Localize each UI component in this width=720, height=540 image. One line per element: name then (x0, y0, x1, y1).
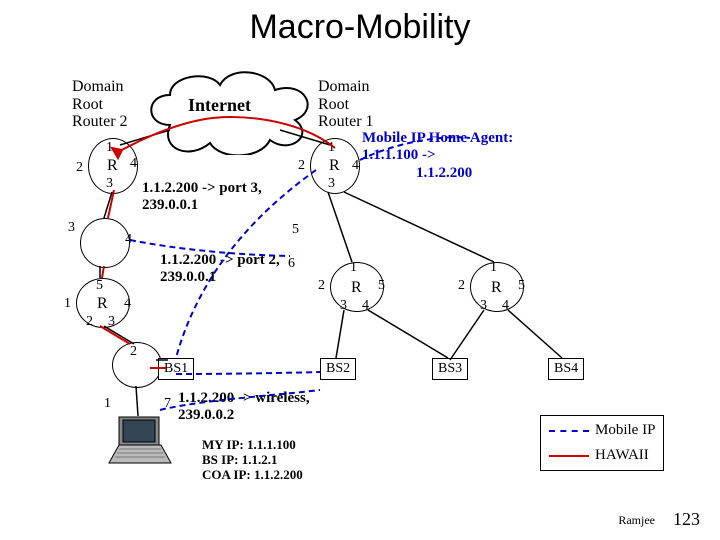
legend: Mobile IP HAWAII (540, 415, 664, 471)
page-title: Macro-Mobility (0, 8, 720, 47)
a3-line1: 1.1.2.200 -> wireless, (178, 390, 310, 407)
rr1-port3: 3 (328, 176, 335, 192)
drr1-line2: Root (318, 96, 374, 114)
rr1-port2: 2 (298, 158, 305, 174)
home-agent-note: Mobile IP Home Agent: 1.1.1.100 -> 1.1.2… (362, 130, 513, 182)
drr2-line3: Router 2 (72, 113, 128, 131)
rr1-port4: 4 (352, 158, 359, 174)
lrd1b-port2: 2 (458, 278, 465, 294)
ip-line3: COA IP: 1.1.2.200 (202, 468, 303, 483)
lrd1a-letter: R (351, 279, 362, 297)
a2-line1: 1.1.2.200 -> port 2, (160, 252, 280, 269)
legend-hawaii: HAWAII (549, 447, 655, 464)
lrd1b-port3: 3 (480, 298, 487, 314)
rr2-port3: 3 (106, 176, 113, 192)
lrl-port2: 2 (86, 314, 93, 330)
a3-line2: 239.0.0.2 (178, 407, 310, 424)
stray-6: 6 (288, 256, 295, 272)
br-port2: 2 (130, 344, 137, 360)
internet-label: Internet (188, 95, 251, 116)
legend-mobile-ip-label: Mobile IP (595, 422, 655, 438)
footer-page: 123 (673, 509, 700, 530)
lrl-port3: 3 (108, 314, 115, 330)
lrd1b-letter: R (491, 279, 502, 297)
ip-info: MY IP: 1.1.1.100 BS IP: 1.1.2.1 COA IP: … (202, 438, 303, 483)
bottom-router (112, 342, 162, 388)
drr2-line1: Domain (72, 78, 128, 96)
lrl-letter: R (97, 295, 108, 313)
br-port7: 7 (164, 396, 171, 412)
lrd1a-port3: 3 (340, 298, 347, 314)
domain-root-router-2-label: Domain Root Router 2 (72, 78, 128, 131)
lrd1b-port5: 5 (518, 278, 525, 294)
rr2-port1: 1 (106, 140, 113, 156)
lrd1a-port4: 4 (362, 298, 369, 314)
ha-line2: 1.1.1.100 -> (362, 147, 513, 164)
drr1-line3: Router 1 (318, 113, 374, 131)
laptop-icon (105, 415, 175, 470)
domain-root-router-1-label: Domain Root Router 1 (318, 78, 374, 131)
mrl-port4: 4 (125, 232, 132, 248)
bs3-box: BS3 (432, 358, 468, 380)
legend-hawaii-label: HAWAII (595, 447, 649, 463)
rr1-port1: 1 (328, 140, 335, 156)
ha-line3: 1.1.2.200 (416, 165, 513, 182)
footer-author: Ramjee (618, 513, 655, 528)
annotation-1: 1.1.2.200 -> port 3, 239.0.0.1 (142, 180, 262, 213)
bs2-box: BS2 (320, 358, 356, 380)
lrl-port5: 5 (96, 278, 103, 294)
annotation-3: 1.1.2.200 -> wireless, 239.0.0.2 (178, 390, 310, 423)
drr1-line1: Domain (318, 78, 374, 96)
ip-line2: BS IP: 1.1.2.1 (202, 453, 303, 468)
legend-mobile-ip: Mobile IP (549, 422, 655, 439)
rr2-port2: 2 (76, 160, 83, 176)
bs1-box: BS1 (158, 358, 194, 380)
lrl-port1: 1 (64, 296, 71, 312)
drr2-line2: Root (72, 96, 128, 114)
mid-router-left (80, 218, 130, 268)
bs4-box: BS4 (548, 358, 584, 380)
lower-router-d1b: R (470, 262, 524, 312)
rr2-port4: 4 (130, 156, 137, 172)
br-port1: 1 (104, 396, 111, 412)
lrd1a-port5: 5 (378, 278, 385, 294)
lrd1b-port4: 4 (502, 298, 509, 314)
lrd1a-port1: 1 (350, 260, 357, 276)
ha-line1: Mobile IP Home Agent: (362, 130, 513, 147)
mrl-port3: 3 (68, 220, 75, 236)
ip-line1: MY IP: 1.1.1.100 (202, 438, 303, 453)
a1-line1: 1.1.2.200 -> port 3, (142, 180, 262, 197)
lower-router-left: R (76, 278, 130, 328)
rr2-letter: R (107, 157, 118, 175)
lrd1b-port1: 1 (490, 260, 497, 276)
stray-5: 5 (292, 222, 299, 238)
lrl-port4: 4 (124, 296, 131, 312)
a2-line2: 239.0.0.1 (160, 269, 280, 286)
lrd1a-port2: 2 (318, 278, 325, 294)
lower-router-d1a: R (330, 262, 384, 312)
a1-line2: 239.0.0.1 (142, 197, 262, 214)
rr1-letter: R (329, 157, 340, 175)
annotation-2: 1.1.2.200 -> port 2, 239.0.0.1 (160, 252, 280, 285)
